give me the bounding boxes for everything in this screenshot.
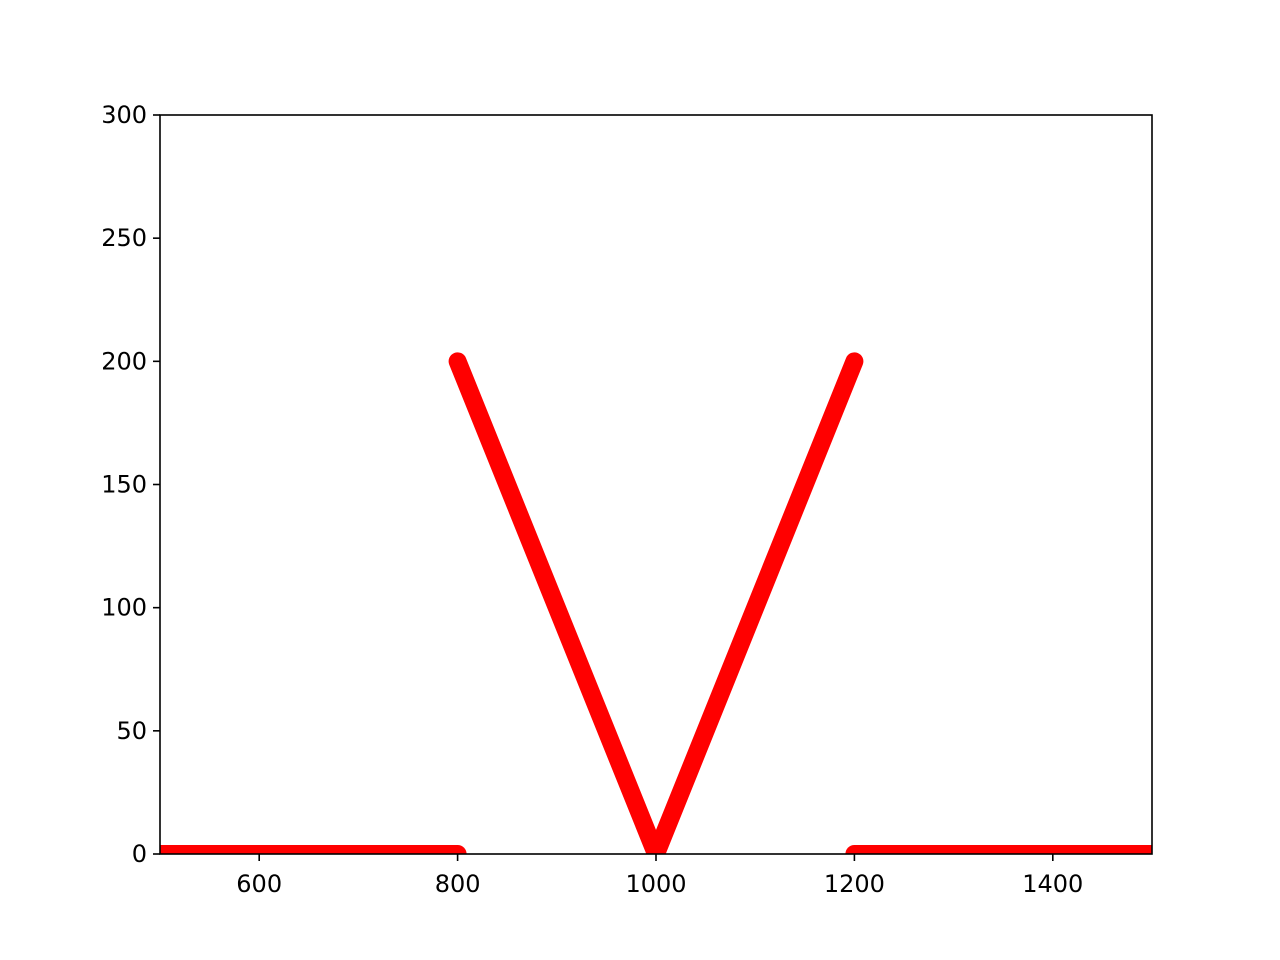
y-tick-label: 150	[101, 471, 147, 499]
x-tick-label: 1000	[625, 870, 686, 898]
y-tick-label: 250	[101, 224, 147, 252]
series-line-segment-2	[448, 352, 864, 854]
y-tick-label: 300	[101, 101, 147, 129]
x-tick-label: 600	[236, 870, 282, 898]
series-layer	[160, 352, 1152, 854]
y-tick-label: 200	[101, 347, 147, 375]
y-tick-label: 0	[132, 840, 147, 868]
y-tick-label: 100	[101, 594, 147, 622]
y-tick-label: 50	[116, 717, 147, 745]
x-tick-label: 800	[435, 870, 481, 898]
x-tick-label: 1200	[824, 870, 885, 898]
x-axis: 600 800 1000 1200 1400	[236, 854, 1083, 898]
y-axis: 0 50 100 150 200 250 300	[101, 101, 160, 868]
x-tick-label: 1400	[1022, 870, 1083, 898]
